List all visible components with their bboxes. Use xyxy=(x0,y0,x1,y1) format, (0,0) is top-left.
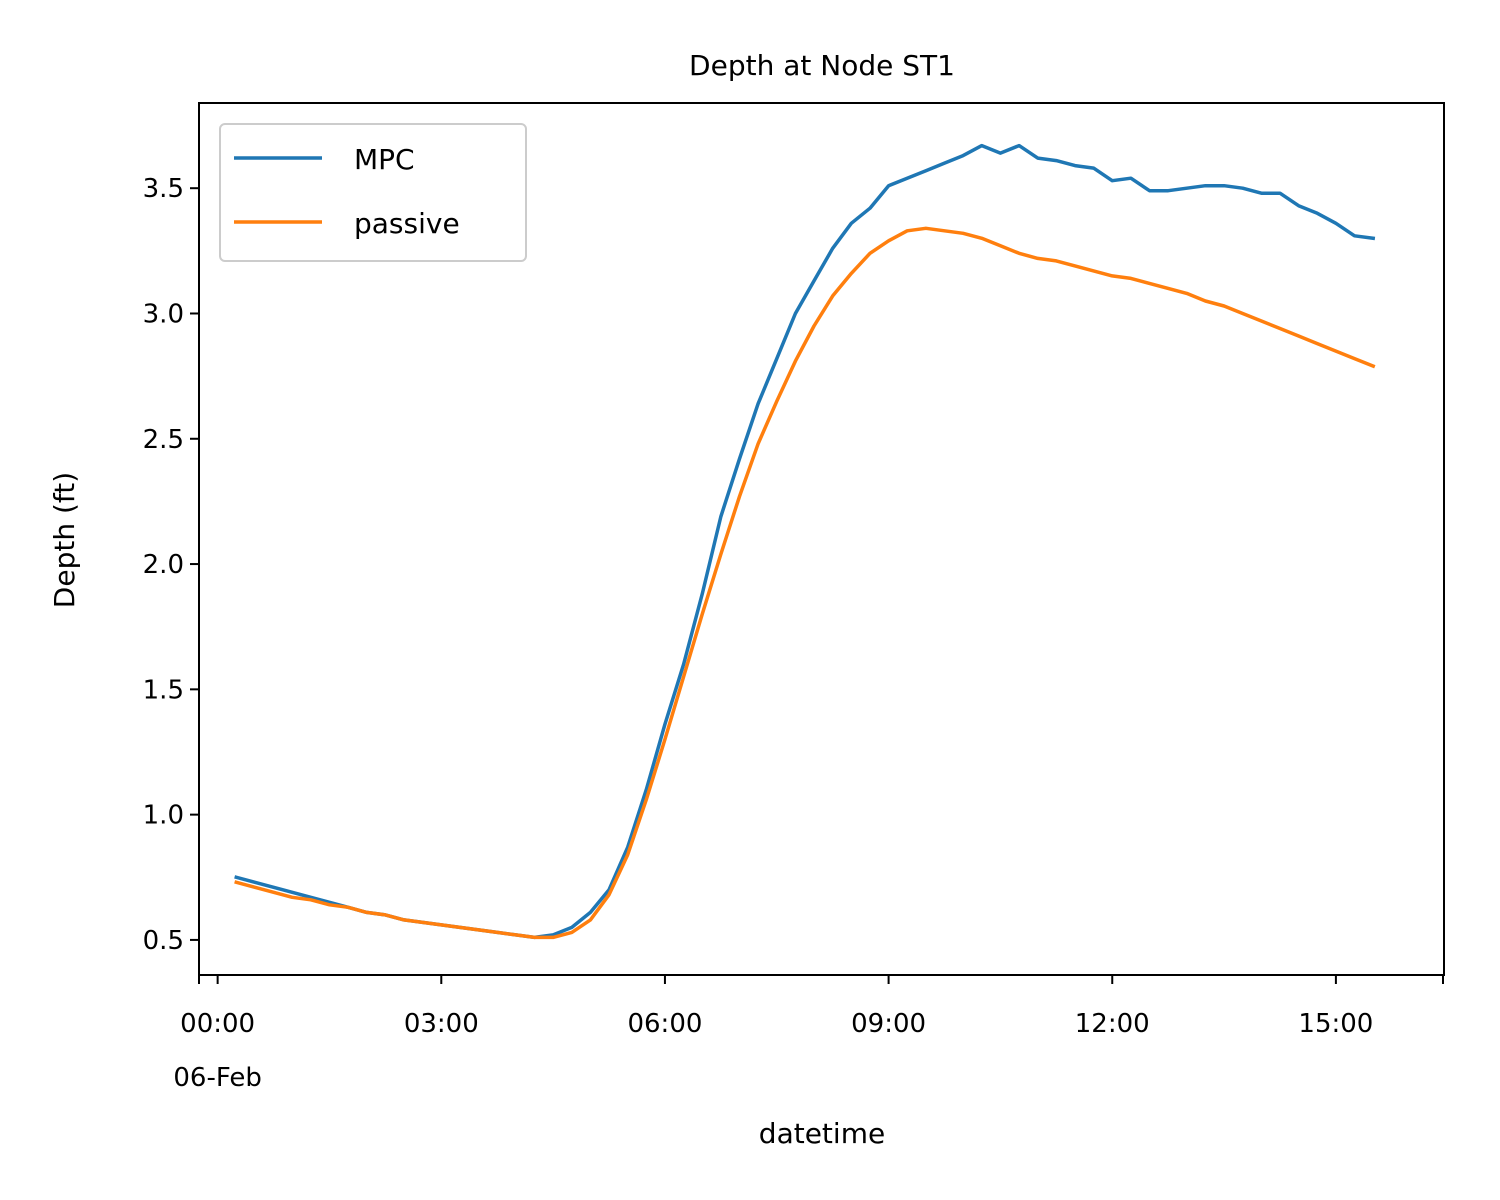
x-tick-label: 15:00 xyxy=(1298,1009,1373,1039)
x-tick-sublabel: 06-Feb xyxy=(173,1063,262,1093)
x-tick-label: 12:00 xyxy=(1075,1009,1150,1039)
legend: MPC passive xyxy=(219,123,527,262)
y-tick-label: 1.0 xyxy=(143,801,184,831)
series-line-passive xyxy=(234,226,1376,940)
axes xyxy=(198,102,1445,976)
x-tick-label: 09:00 xyxy=(851,1009,926,1039)
y-tick-label: 1.5 xyxy=(143,675,184,705)
y-tick-label: 0.5 xyxy=(143,926,184,956)
axes-frame xyxy=(198,102,1445,976)
plot-lines xyxy=(234,143,1376,940)
y-tick-label: 3.5 xyxy=(143,174,184,204)
legend-label-passive: passive xyxy=(354,207,460,240)
y-tick-label: 2.5 xyxy=(143,425,184,455)
y-tick-label: 3.0 xyxy=(143,299,184,329)
y-axis-title: Depth (ft) xyxy=(48,472,81,608)
ticks: 0.5 1.0 1.5 2.0 2.5 3.0 3.5 00:00 06-Feb 03:00 06:… xyxy=(143,174,1444,1093)
x-tick-label: 00:00 xyxy=(180,1009,255,1039)
chart-title: Depth at Node ST1 xyxy=(689,49,955,82)
y-tick-label: 2.0 xyxy=(143,550,184,580)
x-tick-label: 03:00 xyxy=(404,1009,479,1039)
x-axis-title: datetime xyxy=(759,1117,885,1150)
legend-label-mpc: MPC xyxy=(354,143,415,176)
x-tick-label: 06:00 xyxy=(627,1009,702,1039)
